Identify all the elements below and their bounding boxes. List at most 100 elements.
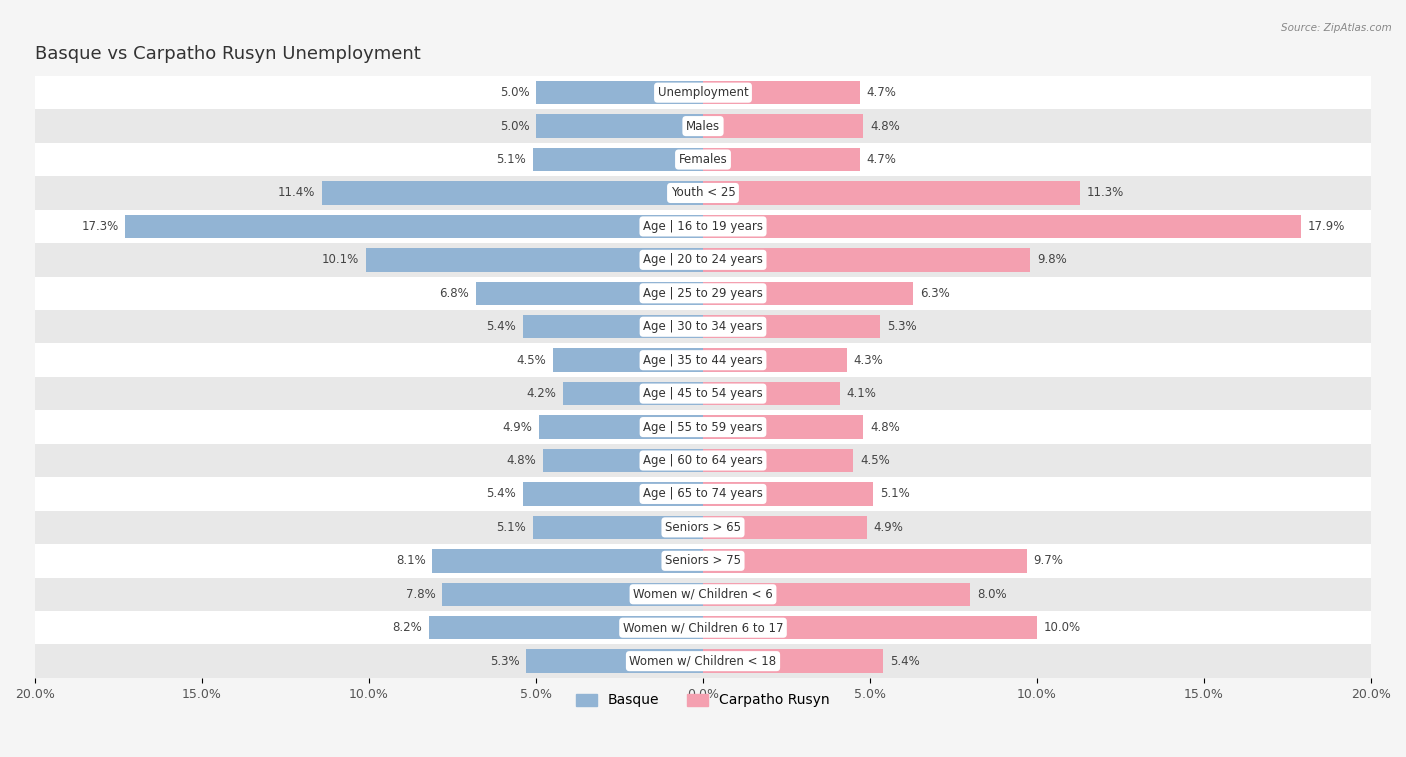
Bar xyxy=(536,81,703,104)
Bar xyxy=(35,578,1371,611)
Bar xyxy=(322,181,703,204)
Text: 4.7%: 4.7% xyxy=(866,86,897,99)
Text: Seniors > 65: Seniors > 65 xyxy=(665,521,741,534)
Bar xyxy=(35,310,1371,344)
Bar xyxy=(35,210,1371,243)
Text: 10.0%: 10.0% xyxy=(1043,621,1081,634)
Text: 8.0%: 8.0% xyxy=(977,587,1007,601)
Text: Women w/ Children 6 to 17: Women w/ Children 6 to 17 xyxy=(623,621,783,634)
Text: 6.3%: 6.3% xyxy=(920,287,950,300)
Bar xyxy=(475,282,703,305)
Text: 10.1%: 10.1% xyxy=(322,254,359,266)
Text: Basque vs Carpatho Rusyn Unemployment: Basque vs Carpatho Rusyn Unemployment xyxy=(35,45,420,64)
Bar xyxy=(526,650,703,673)
Bar xyxy=(125,215,703,238)
Bar xyxy=(703,181,1080,204)
Bar xyxy=(35,410,1371,444)
Text: Age | 65 to 74 years: Age | 65 to 74 years xyxy=(643,488,763,500)
Text: 4.8%: 4.8% xyxy=(506,454,536,467)
Text: Age | 20 to 24 years: Age | 20 to 24 years xyxy=(643,254,763,266)
Text: 9.8%: 9.8% xyxy=(1038,254,1067,266)
Bar xyxy=(536,114,703,138)
Bar xyxy=(523,482,703,506)
Bar xyxy=(703,114,863,138)
Bar xyxy=(35,511,1371,544)
Bar xyxy=(703,416,863,439)
Text: Unemployment: Unemployment xyxy=(658,86,748,99)
Text: 5.4%: 5.4% xyxy=(486,488,516,500)
Bar xyxy=(443,583,703,606)
Bar xyxy=(703,248,1031,272)
Text: 5.0%: 5.0% xyxy=(499,120,529,132)
Text: Age | 55 to 59 years: Age | 55 to 59 years xyxy=(643,421,763,434)
Text: 5.3%: 5.3% xyxy=(887,320,917,333)
Bar xyxy=(703,650,883,673)
Bar xyxy=(35,611,1371,644)
Text: Source: ZipAtlas.com: Source: ZipAtlas.com xyxy=(1281,23,1392,33)
Bar xyxy=(35,143,1371,176)
Text: Age | 35 to 44 years: Age | 35 to 44 years xyxy=(643,354,763,366)
Text: 17.3%: 17.3% xyxy=(82,220,118,233)
Text: 9.7%: 9.7% xyxy=(1033,554,1063,567)
Bar xyxy=(703,583,970,606)
Text: Women w/ Children < 6: Women w/ Children < 6 xyxy=(633,587,773,601)
Bar xyxy=(35,276,1371,310)
Bar xyxy=(35,243,1371,276)
Text: 8.2%: 8.2% xyxy=(392,621,422,634)
Text: Seniors > 75: Seniors > 75 xyxy=(665,554,741,567)
Text: 4.2%: 4.2% xyxy=(526,387,555,400)
Bar xyxy=(703,282,914,305)
Text: Women w/ Children < 18: Women w/ Children < 18 xyxy=(630,655,776,668)
Text: 4.3%: 4.3% xyxy=(853,354,883,366)
Bar xyxy=(540,416,703,439)
Bar xyxy=(35,76,1371,109)
Bar xyxy=(703,516,866,539)
Text: 4.8%: 4.8% xyxy=(870,421,900,434)
Text: 4.8%: 4.8% xyxy=(870,120,900,132)
Legend: Basque, Carpatho Rusyn: Basque, Carpatho Rusyn xyxy=(571,688,835,713)
Bar xyxy=(543,449,703,472)
Text: 7.8%: 7.8% xyxy=(406,587,436,601)
Text: 5.1%: 5.1% xyxy=(880,488,910,500)
Text: 5.4%: 5.4% xyxy=(486,320,516,333)
Bar xyxy=(366,248,703,272)
Bar xyxy=(703,81,860,104)
Text: 5.4%: 5.4% xyxy=(890,655,920,668)
Text: Age | 30 to 34 years: Age | 30 to 34 years xyxy=(643,320,763,333)
Bar xyxy=(562,382,703,405)
Text: 4.9%: 4.9% xyxy=(873,521,903,534)
Text: 11.3%: 11.3% xyxy=(1087,186,1125,200)
Text: 4.5%: 4.5% xyxy=(516,354,546,366)
Bar xyxy=(533,516,703,539)
Text: Females: Females xyxy=(679,153,727,166)
Bar xyxy=(703,382,839,405)
Bar xyxy=(533,148,703,171)
Bar xyxy=(703,616,1038,640)
Bar xyxy=(553,348,703,372)
Text: Age | 25 to 29 years: Age | 25 to 29 years xyxy=(643,287,763,300)
Text: 17.9%: 17.9% xyxy=(1308,220,1346,233)
Text: 4.7%: 4.7% xyxy=(866,153,897,166)
Bar xyxy=(35,377,1371,410)
Text: 4.5%: 4.5% xyxy=(860,454,890,467)
Bar xyxy=(35,444,1371,477)
Text: 5.1%: 5.1% xyxy=(496,153,526,166)
Text: Age | 60 to 64 years: Age | 60 to 64 years xyxy=(643,454,763,467)
Bar xyxy=(35,477,1371,511)
Text: 5.3%: 5.3% xyxy=(489,655,519,668)
Bar xyxy=(35,176,1371,210)
Text: Age | 45 to 54 years: Age | 45 to 54 years xyxy=(643,387,763,400)
Bar xyxy=(433,549,703,572)
Bar xyxy=(703,315,880,338)
Text: 11.4%: 11.4% xyxy=(278,186,315,200)
Bar xyxy=(429,616,703,640)
Bar xyxy=(523,315,703,338)
Text: 5.0%: 5.0% xyxy=(499,86,529,99)
Text: 5.1%: 5.1% xyxy=(496,521,526,534)
Text: Males: Males xyxy=(686,120,720,132)
Text: 6.8%: 6.8% xyxy=(440,287,470,300)
Text: 4.9%: 4.9% xyxy=(503,421,533,434)
Bar xyxy=(35,544,1371,578)
Bar xyxy=(703,482,873,506)
Bar xyxy=(703,348,846,372)
